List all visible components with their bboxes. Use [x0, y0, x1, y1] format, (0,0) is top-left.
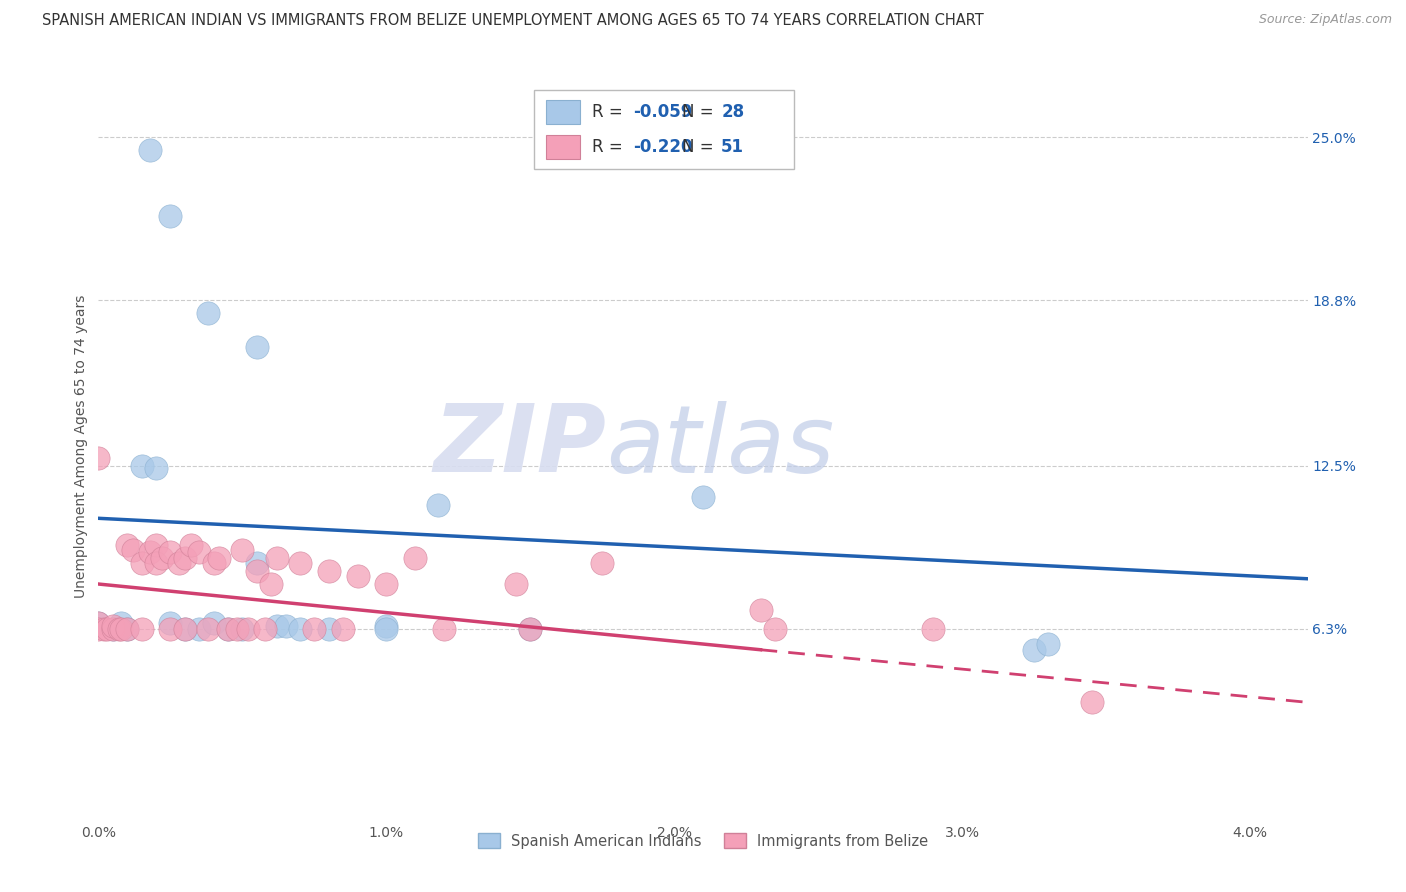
- Point: [749, 603, 772, 617]
- Point: [87, 616, 110, 631]
- Point: [231, 542, 253, 557]
- Point: [101, 622, 124, 636]
- Text: 28: 28: [721, 103, 744, 121]
- Point: [346, 569, 368, 583]
- Point: [87, 622, 110, 636]
- Point: [159, 616, 181, 631]
- Point: [591, 556, 613, 570]
- Point: [246, 556, 269, 570]
- Point: [208, 550, 231, 565]
- Point: [304, 622, 326, 636]
- Point: [274, 619, 297, 633]
- Point: [375, 577, 398, 591]
- Point: [202, 616, 225, 631]
- Point: [202, 556, 225, 570]
- Point: [197, 306, 219, 320]
- Point: [96, 622, 118, 636]
- Point: [246, 340, 269, 354]
- Point: [145, 461, 167, 475]
- Point: [1038, 638, 1060, 652]
- Point: [433, 622, 456, 636]
- Point: [288, 556, 311, 570]
- Point: [1080, 695, 1102, 709]
- Point: [159, 622, 181, 636]
- Point: [332, 622, 354, 636]
- Y-axis label: Unemployment Among Ages 65 to 74 years: Unemployment Among Ages 65 to 74 years: [75, 294, 89, 598]
- Point: [131, 622, 153, 636]
- Point: [288, 622, 311, 636]
- Point: [173, 622, 195, 636]
- Point: [167, 556, 190, 570]
- Point: [159, 545, 181, 559]
- Point: [692, 490, 714, 504]
- Point: [375, 622, 398, 636]
- Point: [107, 622, 129, 636]
- Point: [188, 545, 211, 559]
- Legend: Spanish American Indians, Immigrants from Belize: Spanish American Indians, Immigrants fro…: [472, 828, 934, 855]
- Point: [131, 556, 153, 570]
- Point: [131, 458, 153, 473]
- Point: [763, 622, 786, 636]
- Text: SPANISH AMERICAN INDIAN VS IMMIGRANTS FROM BELIZE UNEMPLOYMENT AMONG AGES 65 TO : SPANISH AMERICAN INDIAN VS IMMIGRANTS FR…: [42, 13, 984, 29]
- Point: [87, 616, 110, 631]
- Point: [260, 577, 283, 591]
- Point: [519, 622, 541, 636]
- Point: [922, 622, 945, 636]
- Point: [139, 143, 162, 157]
- Point: [266, 550, 288, 565]
- Point: [505, 577, 527, 591]
- Point: [150, 550, 173, 565]
- FancyBboxPatch shape: [546, 100, 579, 124]
- Point: [217, 622, 239, 636]
- FancyBboxPatch shape: [534, 90, 793, 169]
- Point: [93, 622, 115, 636]
- Point: [159, 209, 181, 223]
- Point: [180, 538, 202, 552]
- Point: [519, 622, 541, 636]
- Point: [115, 622, 138, 636]
- Text: R =: R =: [592, 103, 627, 121]
- Point: [217, 622, 239, 636]
- Point: [145, 538, 167, 552]
- Point: [375, 619, 398, 633]
- Point: [266, 619, 288, 633]
- Point: [236, 622, 259, 636]
- Text: 51: 51: [721, 137, 744, 156]
- Text: N =: N =: [682, 103, 720, 121]
- Point: [404, 550, 426, 565]
- Point: [246, 564, 269, 578]
- Point: [110, 616, 132, 631]
- Point: [318, 564, 340, 578]
- Point: [1022, 642, 1045, 657]
- Text: atlas: atlas: [606, 401, 835, 491]
- Point: [173, 550, 195, 565]
- Point: [197, 622, 219, 636]
- Point: [115, 622, 138, 636]
- Text: Source: ZipAtlas.com: Source: ZipAtlas.com: [1258, 13, 1392, 27]
- Text: N =: N =: [682, 137, 720, 156]
- Text: R =: R =: [592, 137, 627, 156]
- Point: [110, 622, 132, 636]
- Point: [254, 622, 277, 636]
- Text: -0.220: -0.220: [633, 137, 692, 156]
- Point: [101, 619, 124, 633]
- Point: [231, 622, 253, 636]
- Point: [188, 622, 211, 636]
- FancyBboxPatch shape: [546, 135, 579, 159]
- Point: [87, 450, 110, 465]
- Point: [139, 545, 162, 559]
- Point: [173, 622, 195, 636]
- Point: [318, 622, 340, 636]
- Point: [115, 538, 138, 552]
- Point: [225, 622, 247, 636]
- Point: [145, 556, 167, 570]
- Point: [101, 622, 124, 636]
- Text: -0.059: -0.059: [633, 103, 692, 121]
- Text: ZIP: ZIP: [433, 400, 606, 492]
- Point: [427, 498, 450, 512]
- Point: [122, 542, 145, 557]
